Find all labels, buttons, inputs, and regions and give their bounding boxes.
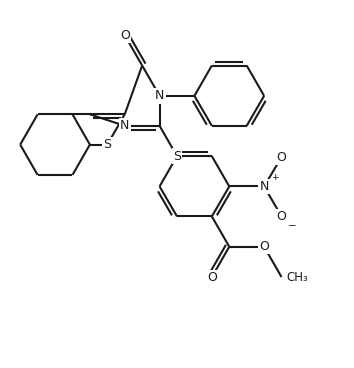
Text: N: N xyxy=(120,119,130,132)
Text: S: S xyxy=(173,150,181,163)
Text: S: S xyxy=(103,138,111,151)
Text: N: N xyxy=(259,180,269,193)
Text: N: N xyxy=(155,89,164,102)
Text: O: O xyxy=(207,270,217,283)
Text: O: O xyxy=(276,151,286,164)
Text: +: + xyxy=(271,173,278,182)
Text: O: O xyxy=(120,29,130,42)
Text: CH₃: CH₃ xyxy=(287,270,308,283)
Text: O: O xyxy=(259,240,269,253)
Text: −: − xyxy=(287,221,296,231)
Text: O: O xyxy=(276,210,286,223)
